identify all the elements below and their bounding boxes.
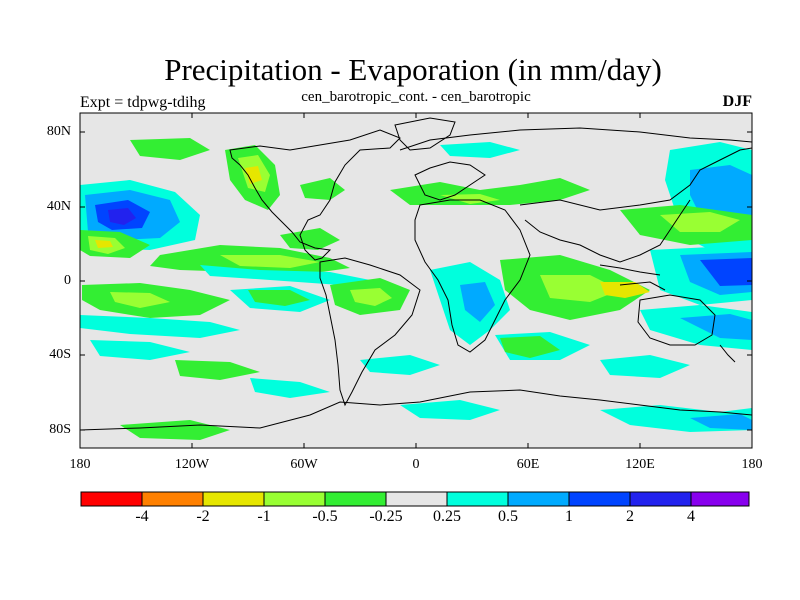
contour-region [200, 265, 370, 285]
contour-region [690, 414, 752, 430]
contour-region [700, 258, 752, 286]
colorbar-label: 0.25 [433, 508, 461, 525]
lon-label-60w: 60W [290, 457, 318, 472]
colorbar-label: -4 [135, 508, 149, 525]
contour-region [90, 340, 190, 360]
colorbar-label: -2 [196, 508, 210, 525]
coastline-europe [414, 161, 486, 201]
lat-label-80s: 80S [49, 422, 71, 437]
colorbar-label: 4 [687, 508, 695, 525]
contour-region [460, 282, 495, 322]
contour-region [108, 208, 136, 225]
colorbar-label: 1 [565, 508, 573, 525]
contour-region [300, 178, 345, 200]
experiment-label: Expt = tdpwg-tdihg [80, 94, 206, 111]
contour-region [600, 355, 690, 378]
contour-region [440, 142, 520, 158]
contour-region [280, 228, 340, 250]
colorbar-label: -1 [257, 508, 271, 525]
lon-label-60e: 60E [516, 457, 540, 472]
contour-region [680, 314, 752, 340]
season-label: DJF [722, 93, 752, 110]
plot-title: Precipitation - Evaporation (in mm/day) [164, 52, 662, 87]
contour-region [95, 240, 113, 248]
colorbar-box-1 [80, 491, 143, 507]
colorbar-box-4 [263, 491, 326, 507]
contour-region [245, 166, 262, 184]
coastline-new-zealand [719, 344, 736, 363]
contour-region [500, 336, 560, 358]
coastline-eurasia-north [399, 127, 752, 151]
contour-region [220, 255, 320, 268]
colorbar-box-10 [629, 491, 692, 507]
colorbar-box-2 [141, 491, 204, 507]
colorbar-box-9 [568, 491, 631, 507]
lon-label-120e: 120E [625, 457, 655, 472]
map-background [80, 113, 752, 448]
coastline-greenland [394, 117, 456, 151]
lon-label-120w: 120W [174, 457, 210, 472]
axis-ticks [80, 113, 752, 448]
colorbar-box-11 [690, 491, 750, 507]
contour-region [80, 315, 240, 338]
coastline-africa [414, 199, 531, 353]
colorbar-box-5 [324, 491, 387, 507]
lon-label-180w: 180 [69, 457, 91, 472]
colorbar-label: 2 [626, 508, 634, 525]
contour-region [540, 275, 620, 302]
lat-label-40n: 40N [46, 199, 71, 214]
coastline-indonesia [599, 264, 666, 291]
contour-region [660, 212, 740, 232]
colorbar-box-8 [507, 491, 570, 507]
colorbar-box-6 [385, 491, 448, 507]
coastline-north-america [229, 129, 401, 261]
colorbar-label: -0.5 [312, 508, 338, 525]
contour-region [600, 282, 650, 298]
coastline-south-america [319, 257, 421, 407]
contour-region [110, 292, 170, 308]
contour-region [360, 355, 440, 375]
colorbar-label: 0.5 [498, 508, 518, 525]
plot-subtitle: cen_barotropic_cont. - cen_barotropic [301, 89, 531, 105]
lon-label-180e: 180 [741, 457, 763, 472]
coastline-asia [519, 147, 752, 263]
colorbar-box-7 [446, 491, 509, 507]
contour-region [248, 290, 310, 306]
lat-label-80n: 80N [46, 124, 71, 139]
coastline-australia [637, 294, 716, 346]
coastlines [80, 117, 752, 431]
colorbar-label: -0.25 [369, 508, 403, 525]
colorbar [80, 491, 750, 507]
coastline-antarctica [80, 389, 752, 431]
contour-region [400, 400, 500, 420]
contour-fill-layer [80, 138, 752, 440]
contour-region [130, 138, 210, 160]
contour-region [390, 178, 590, 205]
lon-label-0: 0 [412, 457, 420, 472]
colorbar-box-3 [202, 491, 265, 507]
contour-region [250, 378, 330, 398]
lat-label-0: 0 [64, 273, 71, 288]
contour-region [175, 360, 260, 380]
contour-region [350, 288, 392, 306]
lat-label-40s: 40S [49, 347, 71, 362]
